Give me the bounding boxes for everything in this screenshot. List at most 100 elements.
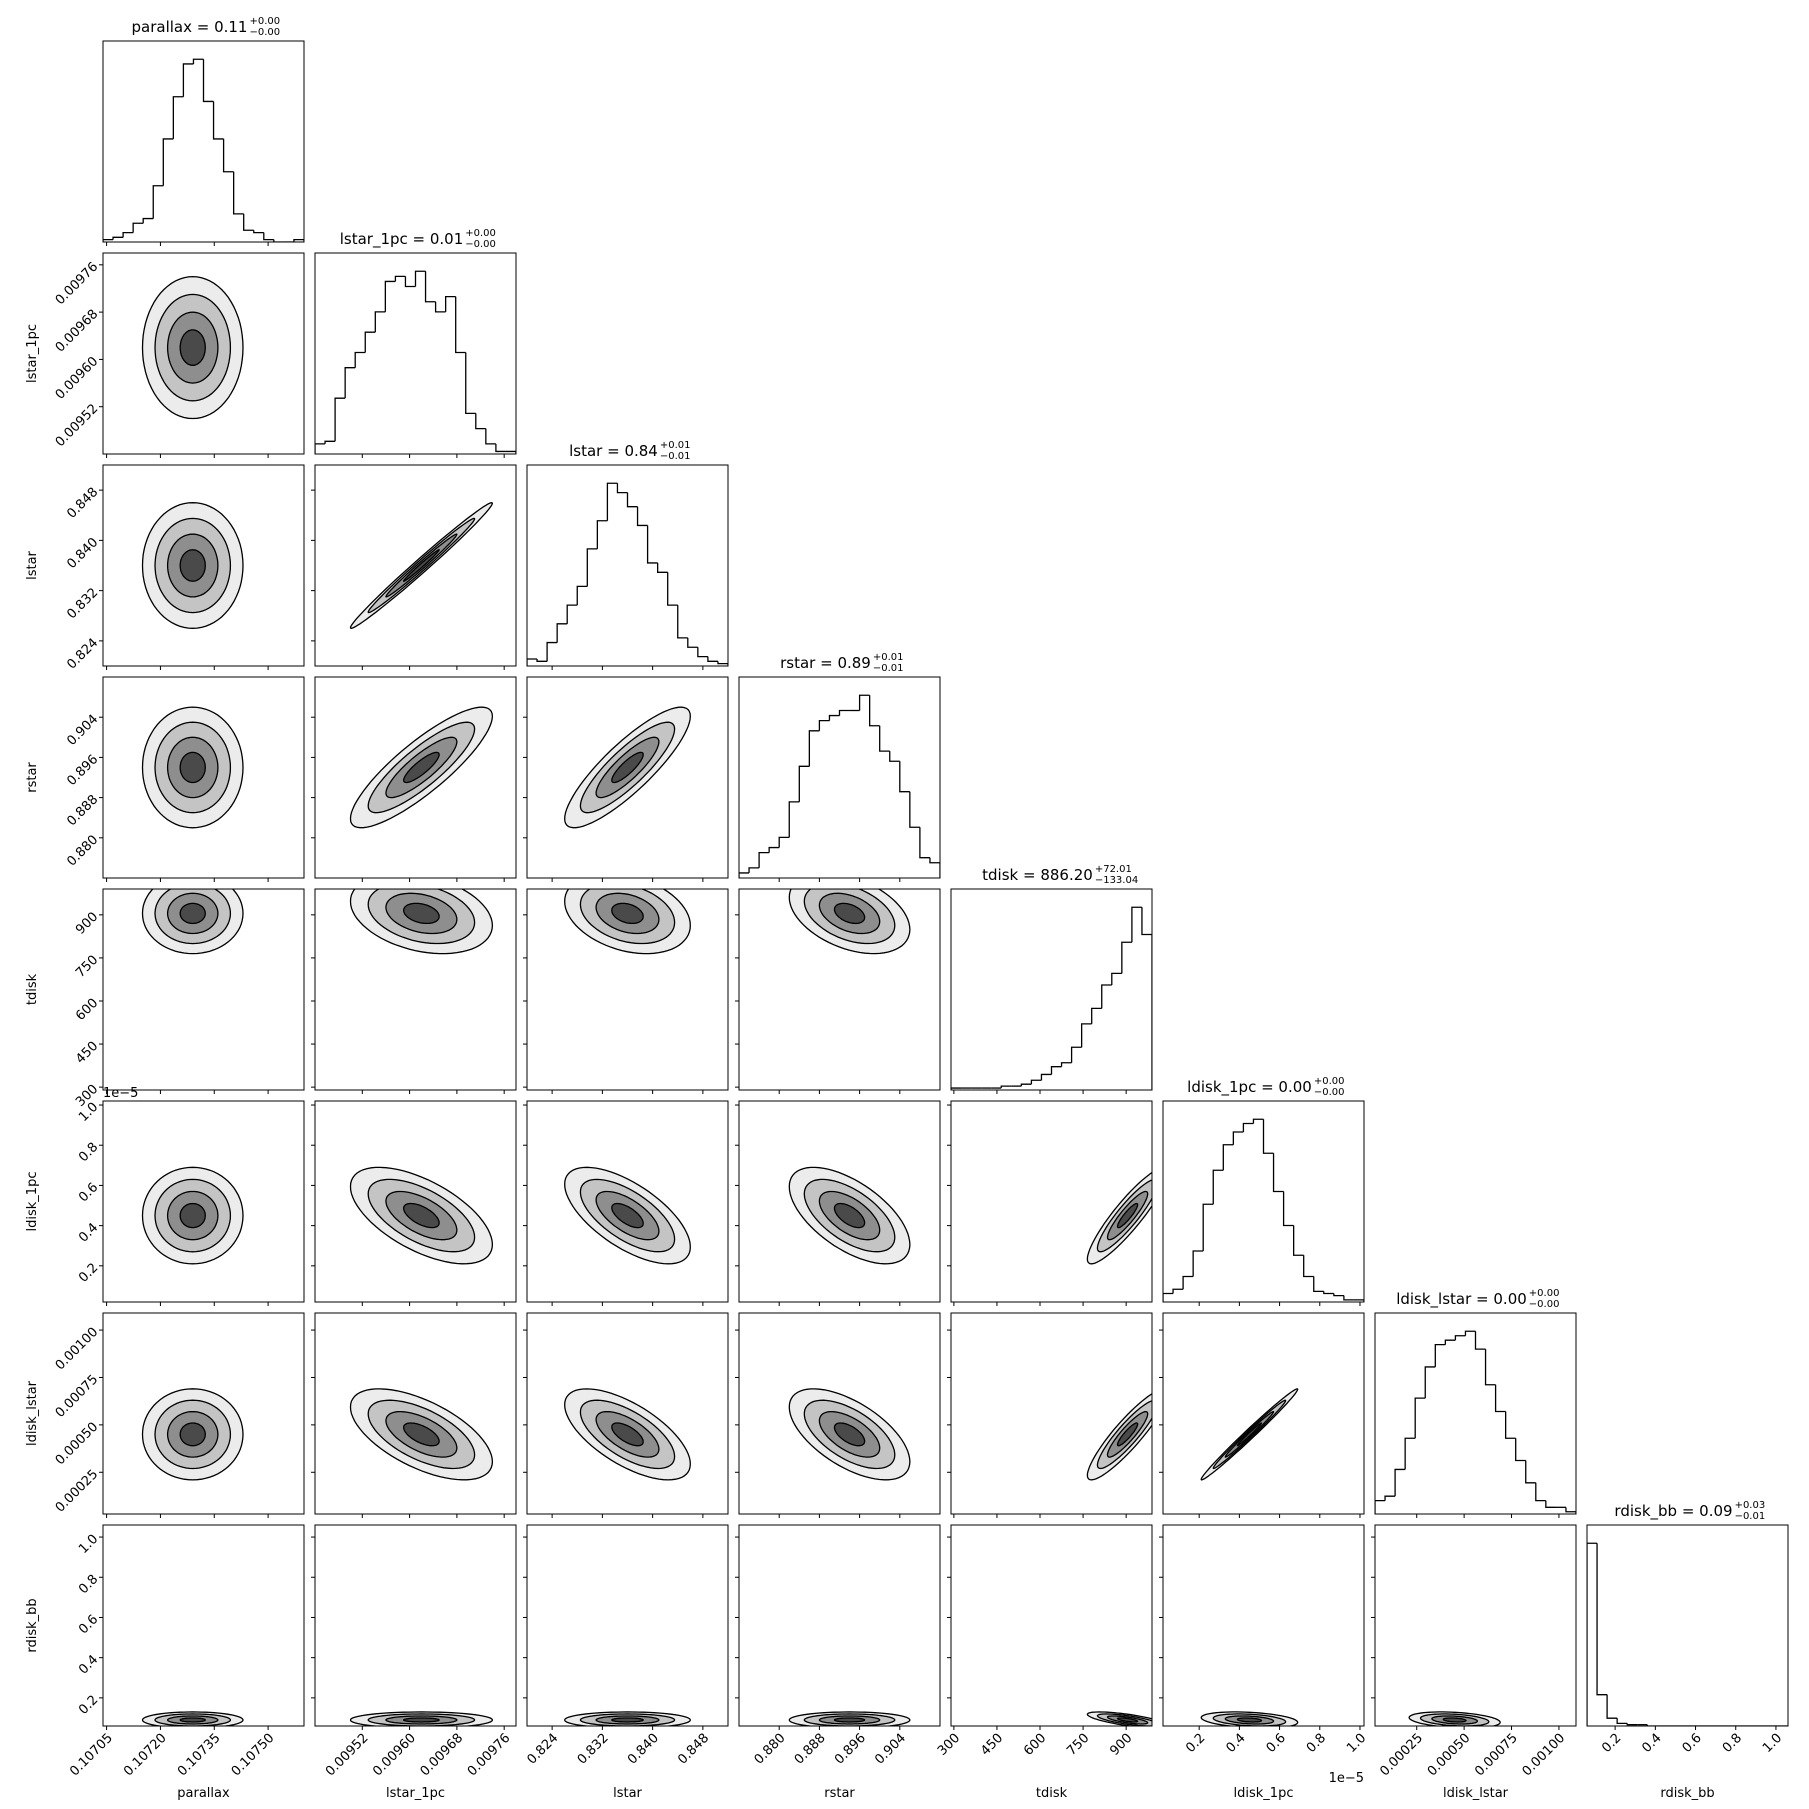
density-contour: [1116, 1717, 1139, 1723]
hist-bin: [879, 725, 890, 752]
hist-bin: [929, 857, 940, 878]
density-contour: [833, 902, 866, 925]
panel-frame: [314, 252, 517, 455]
panel-content: [141, 889, 244, 955]
hist-bin: [324, 440, 336, 444]
panel-content: [141, 502, 244, 629]
panel: lstar_1pc = 0.01 +0.00−0.00: [314, 228, 517, 458]
hist-bin: [697, 647, 708, 658]
hist-bin: [951, 1087, 962, 1090]
panel-frame: [950, 1100, 1153, 1303]
panel-frame: [1374, 1524, 1577, 1727]
title-upper: +72.01: [1095, 864, 1132, 875]
hist-bin: [768, 846, 780, 853]
panel-content: [564, 1388, 691, 1481]
hist-bin: [717, 661, 728, 666]
hist-bin: [616, 483, 628, 494]
panel-content: [788, 889, 911, 955]
hist-bin: [527, 658, 538, 666]
hist-bin: [1121, 941, 1132, 974]
hist-bin: [1525, 1460, 1536, 1484]
hist-bin: [1505, 1411, 1516, 1439]
y-tick-label: 0.00075: [53, 1372, 102, 1421]
x-tick-label: 1.0: [1344, 1731, 1369, 1756]
x-tick-label: 0.10720: [121, 1731, 170, 1780]
hist-bin: [1020, 1083, 1032, 1087]
hist-bin: [253, 230, 264, 234]
density-contour: [403, 549, 440, 582]
density-contour: [1236, 1717, 1263, 1723]
x-tick-label: 0.00968: [418, 1731, 467, 1780]
panel: lstar = 0.84 +0.01−0.01: [526, 440, 729, 670]
hist-bin: [1111, 972, 1122, 986]
hist-bin: [1464, 1330, 1476, 1336]
hist-bin: [818, 720, 830, 731]
hist-bin: [899, 761, 910, 793]
panel: [947, 1100, 1153, 1306]
title-upper: +0.00: [1314, 1076, 1345, 1087]
hist-bin: [1313, 1276, 1324, 1293]
hist-bin: [212, 101, 224, 140]
y-tick-label: 0.2: [76, 1693, 101, 1718]
x-tick-label: 0.00050: [1425, 1731, 1474, 1780]
panel-content: [1587, 1542, 1788, 1726]
panel-content: [1375, 1330, 1576, 1514]
panel: ldisk_lstar = 0.00 +0.00−0.00: [1374, 1288, 1577, 1518]
hist-bin: [455, 296, 466, 354]
hist-bin: [394, 275, 406, 282]
panel-frame: [102, 40, 305, 243]
hist-bin: [707, 656, 718, 662]
panel-content: [349, 502, 494, 629]
y-tick-label: 0.6: [76, 1180, 101, 1205]
hist-bin: [1424, 1366, 1436, 1399]
hist-bin: [172, 96, 184, 139]
y-tick-label: 0.00100: [53, 1325, 102, 1374]
y-axis-label: rdisk_bb: [25, 1598, 40, 1652]
density-contour: [403, 902, 440, 925]
density-contour: [833, 1202, 866, 1229]
hist-bin: [344, 367, 356, 399]
panel: [311, 1312, 517, 1518]
panel-frame: [738, 676, 941, 879]
hist-bin: [909, 791, 920, 828]
density-contour: [611, 1422, 644, 1447]
panel-content: [788, 1711, 911, 1726]
panel-content: [141, 706, 244, 829]
hist-bin: [334, 397, 346, 442]
y-axis-label: rstar: [25, 762, 40, 793]
x-axis-label: tdisk: [1036, 1786, 1068, 1801]
title-lower: −133.04: [1095, 875, 1138, 886]
panel-frame: [950, 1524, 1153, 1727]
hist-bin: [112, 236, 124, 240]
hist-bin: [667, 572, 678, 606]
hist-bin: [1404, 1437, 1416, 1470]
hist-bin: [1394, 1468, 1406, 1497]
hist-bin: [566, 604, 578, 624]
hist-bin: [1484, 1349, 1496, 1386]
hist-bin: [465, 352, 476, 415]
panel-title: ldisk_lstar = 0.00: [1396, 1290, 1527, 1309]
x-tick-label: 0.832: [575, 1731, 612, 1768]
hist-bin: [1535, 1482, 1546, 1502]
panel: rstar = 0.89 +0.01−0.01: [738, 652, 941, 882]
hist-bin: [1252, 1118, 1264, 1124]
panel-frame: [314, 1312, 517, 1515]
y-tick-label: 0.00952: [53, 401, 102, 450]
hist-bin: [1163, 1292, 1174, 1302]
hist-bin: [788, 801, 800, 838]
hist-bin: [536, 658, 548, 662]
hist-bin: [1414, 1397, 1426, 1439]
x-tick-label: 0.896: [832, 1731, 869, 1768]
hist-bin: [758, 851, 770, 868]
panel-content: [951, 906, 1152, 1090]
hist-bin: [858, 694, 870, 711]
panel-title: rstar = 0.89: [780, 654, 871, 672]
hist-bin: [778, 836, 790, 848]
x-tick-label: 0.10735: [175, 1731, 224, 1780]
title-lower: −0.00: [249, 27, 280, 38]
x-tick-label: 300: [935, 1731, 963, 1759]
y-tick-label: 0.6: [76, 1612, 101, 1637]
